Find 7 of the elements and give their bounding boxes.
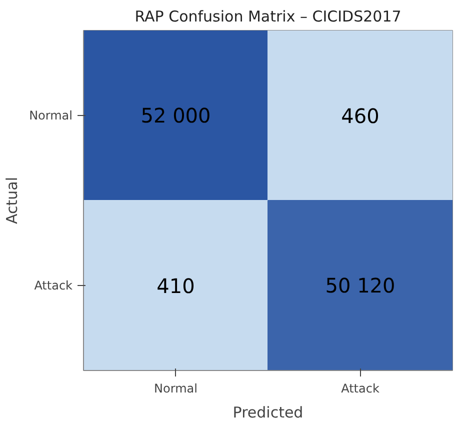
x-axis-title: Predicted bbox=[232, 404, 304, 422]
data-label: 460 bbox=[341, 104, 380, 128]
data-label: 50 120 bbox=[325, 274, 396, 298]
chart-title: RAP Confusion Matrix – CICIDS2017 bbox=[134, 8, 402, 26]
data-label: 52 000 bbox=[140, 104, 211, 128]
y-axis-title: Actual bbox=[3, 176, 22, 224]
data-label: 410 bbox=[156, 274, 195, 298]
